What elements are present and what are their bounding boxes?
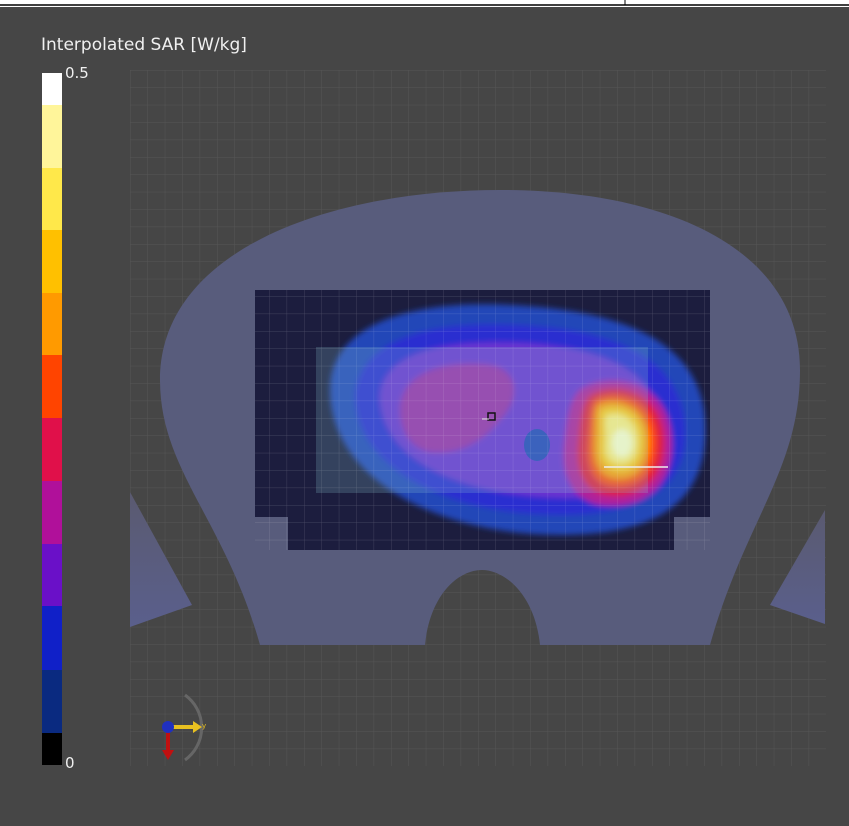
colorbar-band: [42, 481, 62, 544]
colorbar-min-label: 0: [65, 754, 75, 772]
colorbar-band: [42, 105, 62, 168]
colorbar-band: [42, 544, 62, 606]
colorbar-band: [42, 670, 62, 733]
axis-label: y: [202, 722, 206, 730]
colorbar: [42, 73, 62, 765]
phantom-arm-left: [130, 492, 192, 627]
axes-gizmo: y: [162, 693, 206, 762]
phantom-arm-right: [770, 510, 825, 624]
colorbar-band: [42, 733, 62, 765]
colorbar-title: Interpolated SAR [W/kg]: [41, 35, 247, 55]
colorbar-band: [42, 606, 62, 670]
colorbar-band: [42, 355, 62, 418]
colorbar-max-label: 0.5: [65, 64, 89, 82]
scan-grid: [255, 290, 710, 550]
colorbar-band: [42, 73, 62, 105]
center-marker: [487, 412, 496, 421]
colorbar-band: [42, 418, 62, 481]
colorbar-band: [42, 293, 62, 355]
colorbar-band: [42, 168, 62, 230]
colorbar-band: [42, 230, 62, 293]
